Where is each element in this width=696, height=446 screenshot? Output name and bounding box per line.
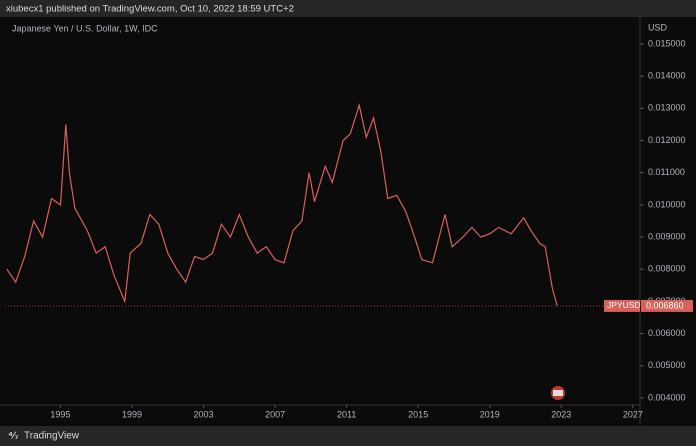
y-tick-label: 0.005000	[648, 360, 686, 370]
y-tick-label: 0.011000	[648, 167, 685, 177]
y-tick-label: 0.010000	[648, 199, 686, 209]
y-tick-label: 0.014000	[648, 71, 686, 81]
symbol-box	[604, 299, 640, 312]
x-tick-label: 2019	[480, 409, 500, 419]
y-tick-label: 0.009000	[648, 231, 686, 241]
x-tick-label: 1999	[122, 409, 142, 419]
y-tick-label: 0.004000	[648, 392, 686, 402]
x-tick-label: 2023	[551, 409, 571, 419]
last-price-label: 0.006860	[646, 300, 684, 310]
x-tick-label: 1995	[50, 409, 70, 419]
y-tick-label: 0.015000	[648, 38, 686, 48]
x-tick-label: 2011	[337, 409, 356, 419]
y-axis-label: USD	[648, 22, 668, 32]
x-tick-label: 2007	[265, 409, 285, 419]
x-tick-label: 2027	[623, 409, 643, 419]
y-tick-label: 0.012000	[648, 135, 686, 145]
last-price-box	[641, 299, 693, 312]
event-icon	[553, 390, 563, 396]
brand: TradingView	[24, 431, 80, 442]
brand-icon: ⁴⁄₇	[8, 431, 19, 442]
chart-title: Japanese Yen / U.S. Dollar, 1W, IDC	[12, 23, 158, 33]
y-tick-label: 0.006000	[648, 328, 686, 338]
header-text: xiubecx1 published on TradingView.com, O…	[6, 4, 294, 15]
y-tick-label: 0.008000	[648, 264, 686, 274]
price-line	[6, 102, 558, 307]
x-tick-label: 2003	[194, 409, 214, 419]
footer-bar	[0, 426, 696, 446]
y-tick-label: 0.013000	[648, 103, 686, 113]
x-tick-label: 2015	[408, 409, 428, 419]
header-bar	[0, 0, 696, 17]
symbol-label: JPYUSD	[607, 300, 641, 310]
